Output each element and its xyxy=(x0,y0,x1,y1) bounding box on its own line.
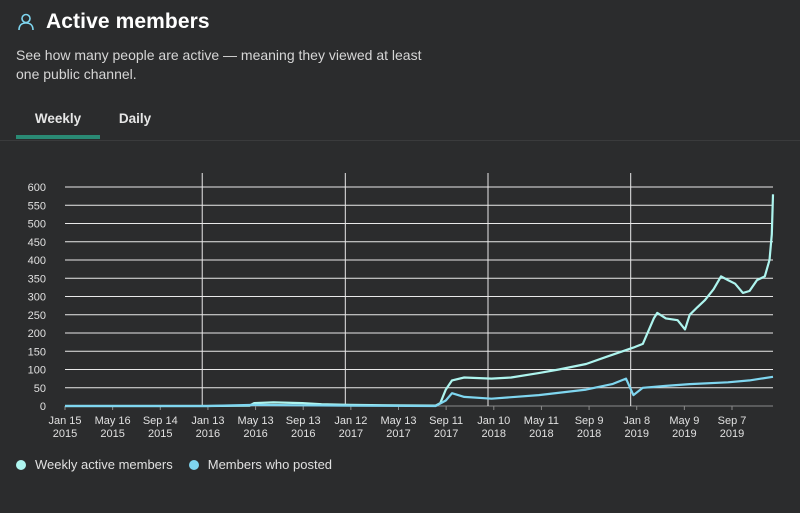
x-tick-year: 2019 xyxy=(624,428,648,440)
x-tick-label: Jan 15 xyxy=(48,415,81,427)
x-tick-year: 2016 xyxy=(291,428,315,440)
members-who-posted-line xyxy=(65,375,774,408)
x-tick-year: 2019 xyxy=(672,428,696,440)
x-tick-year: 2015 xyxy=(53,428,77,440)
y-tick-label: 150 xyxy=(28,346,46,358)
x-tick-year: 2018 xyxy=(577,428,601,440)
y-tick-label: 50 xyxy=(34,383,46,395)
y-tick-label: 0 xyxy=(40,401,46,413)
x-tick-year: 2016 xyxy=(243,428,267,440)
x-tick-label: May 11 xyxy=(524,415,559,427)
y-tick-label: 350 xyxy=(28,273,46,285)
tab-bar: Weekly Daily xyxy=(16,105,170,139)
x-tick-label: Sep 11 xyxy=(429,415,463,427)
x-tick-year: 2018 xyxy=(482,428,506,440)
legend-item-posted[interactable]: Members who posted xyxy=(188,457,333,472)
x-tick-year: 2019 xyxy=(720,428,744,440)
x-tick-label: Sep 7 xyxy=(718,415,747,427)
tab-divider xyxy=(0,140,800,141)
y-tick-label: 600 xyxy=(28,182,46,194)
header: Active members xyxy=(16,10,210,34)
y-tick-label: 450 xyxy=(28,237,46,249)
y-tick-label: 400 xyxy=(28,255,46,267)
x-tick-year: 2017 xyxy=(386,428,410,440)
y-tick-label: 500 xyxy=(28,219,46,231)
weekly-active-members-line xyxy=(65,194,775,408)
x-tick-year: 2015 xyxy=(148,428,172,440)
x-tick-year: 2015 xyxy=(100,428,124,440)
x-tick-label: Sep 13 xyxy=(286,415,321,427)
tab-weekly[interactable]: Weekly xyxy=(16,105,100,139)
x-tick-year: 2016 xyxy=(196,428,220,440)
x-tick-label: Jan 12 xyxy=(334,415,367,427)
x-tick-label: Jan 13 xyxy=(191,415,224,427)
page-title: Active members xyxy=(46,10,210,33)
x-tick-label: Jan 8 xyxy=(623,415,650,427)
y-tick-label: 200 xyxy=(28,328,46,340)
active-members-chart: 0 50 100 150 200 250 300 350 400 450 500 550 600 Jan … xyxy=(28,173,775,440)
legend-label-posted: Members who posted xyxy=(207,457,333,472)
x-tick-year: 2017 xyxy=(339,428,363,440)
y-tick-label: 300 xyxy=(28,292,46,304)
legend-label-weekly: Weekly active members xyxy=(35,457,173,472)
tab-daily[interactable]: Daily xyxy=(118,111,152,126)
x-tick-label: Jan 10 xyxy=(477,415,510,427)
x-tick-label: May 13 xyxy=(380,415,416,427)
legend-dot-weekly xyxy=(16,459,26,470)
x-tick-year: 2017 xyxy=(434,428,458,440)
page-subtitle: See how many people are active — meaning… xyxy=(16,47,422,82)
person-icon xyxy=(16,12,36,32)
chart-legend: Weekly active members Members who posted xyxy=(16,457,348,472)
legend-dot-posted xyxy=(188,459,199,470)
x-tick-label: Sep 14 xyxy=(143,415,178,427)
x-tick-label: Sep 9 xyxy=(575,415,604,427)
x-tick-label: May 9 xyxy=(669,415,699,427)
legend-item-weekly[interactable]: Weekly active members xyxy=(16,457,173,472)
x-tick-label: May 13 xyxy=(238,415,274,427)
x-tick-year: 2018 xyxy=(529,428,553,440)
x-tick-label: May 16 xyxy=(95,415,131,427)
y-tick-label: 100 xyxy=(28,365,46,377)
y-tick-label: 550 xyxy=(28,200,46,212)
y-tick-label: 250 xyxy=(28,310,46,322)
